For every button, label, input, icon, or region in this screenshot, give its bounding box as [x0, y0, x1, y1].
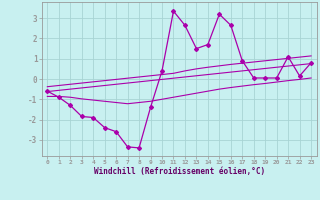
- X-axis label: Windchill (Refroidissement éolien,°C): Windchill (Refroidissement éolien,°C): [94, 167, 265, 176]
